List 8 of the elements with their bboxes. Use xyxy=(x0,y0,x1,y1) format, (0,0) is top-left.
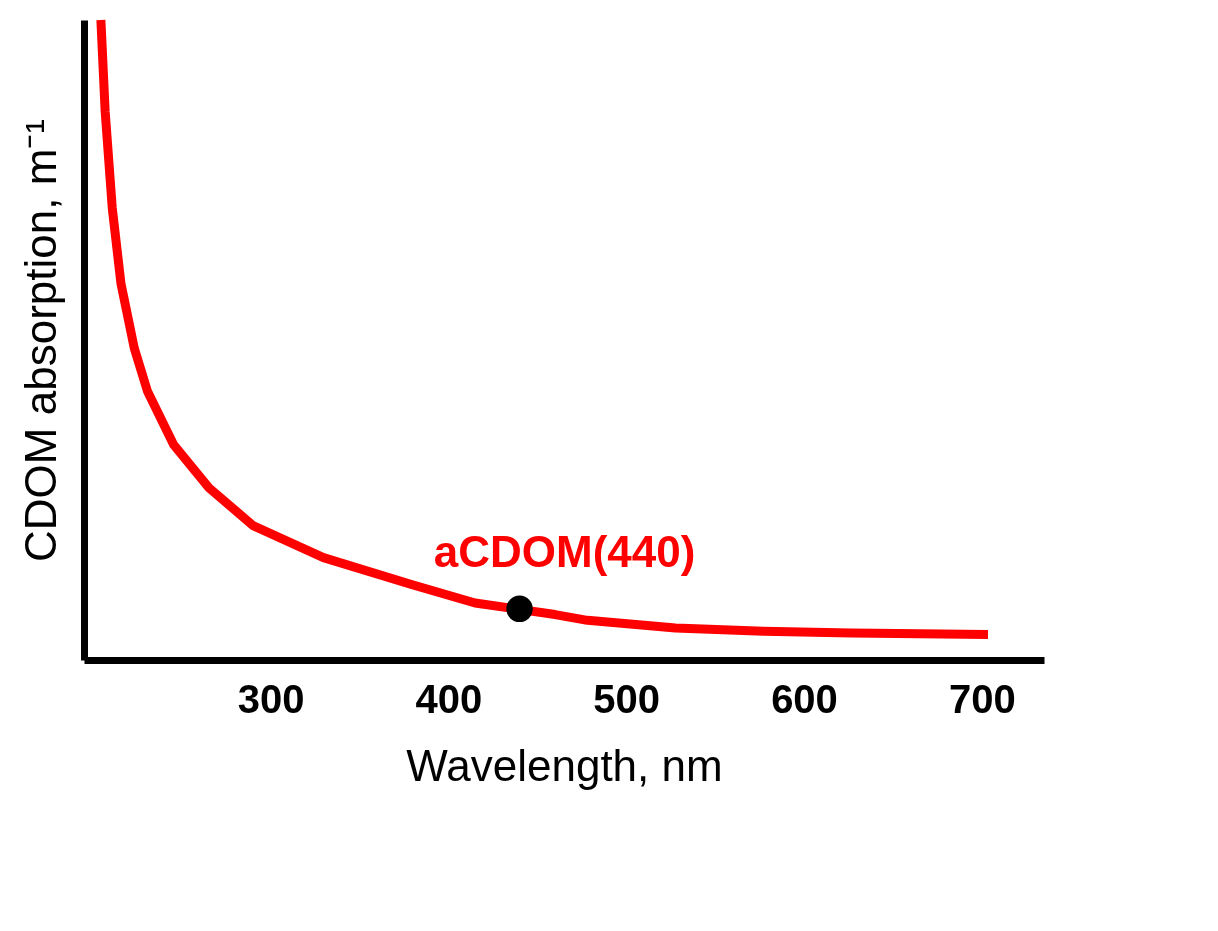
x-tick-label: 400 xyxy=(415,676,483,721)
x-tick-label: 600 xyxy=(771,676,838,721)
x-tick-label: 500 xyxy=(593,676,661,721)
x-axis-title: Wavelength, nm xyxy=(406,740,723,790)
x-tick-label: 700 xyxy=(948,676,1016,721)
x-tick-label: 300 xyxy=(237,676,305,721)
annotation: aCDOM(440) xyxy=(433,526,696,576)
y-axis-title: CDOM absorption, m⁻¹ xyxy=(15,119,65,562)
